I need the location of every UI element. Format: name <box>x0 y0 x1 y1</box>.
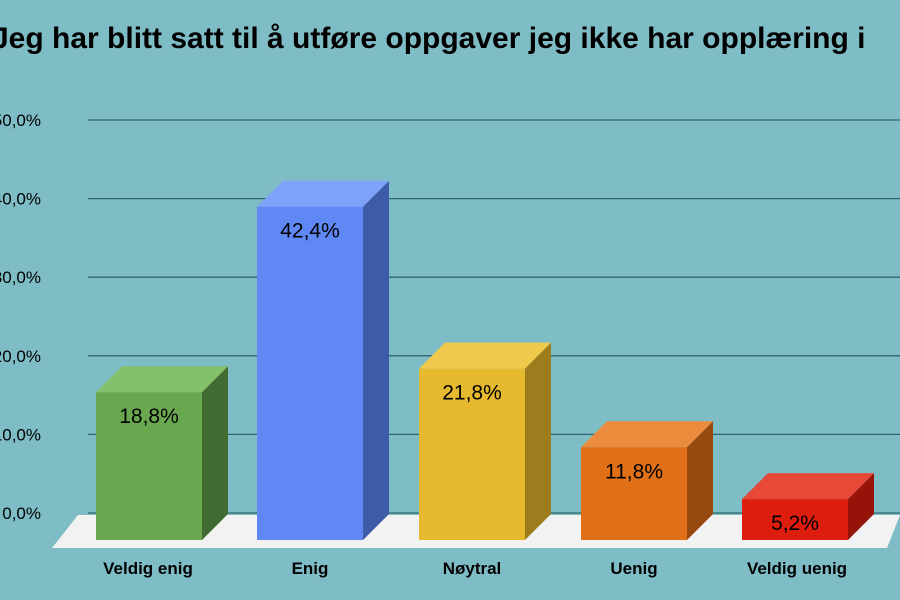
chart-title: Jeg har blitt satt til å utføre oppgaver… <box>0 22 866 55</box>
data-label: 42,4% <box>280 220 340 243</box>
bar-side <box>363 180 389 540</box>
data-label: 11,8% <box>605 460 663 483</box>
y-tick-label: 20,0% <box>0 347 41 366</box>
bar-side <box>202 366 228 540</box>
bar-veldig-enig: 18,8% <box>96 366 228 540</box>
x-tick-label: Nøytral <box>443 559 502 578</box>
bars: 18,8% 42,4% 21,8% 11,8% 5,2% <box>96 180 874 540</box>
data-label: 5,2% <box>771 512 819 535</box>
y-tick-label: 30,0% <box>0 268 41 287</box>
x-tick-label: Veldig enig <box>103 559 193 578</box>
y-axis-ticks: 0,0% 10,0% 20,0% 30,0% 40,0% 50,0% <box>0 111 41 523</box>
bar-nøytral: 21,8% <box>419 342 551 540</box>
bar-side <box>848 473 874 540</box>
bar-side <box>687 421 713 540</box>
y-tick-label: 10,0% <box>0 425 41 444</box>
bar-top <box>419 342 551 369</box>
bar-top <box>742 473 874 500</box>
bar-enig: 42,4% <box>257 180 389 540</box>
x-tick-label: Veldig uenig <box>747 559 847 578</box>
bar-side <box>525 342 551 540</box>
bar-front <box>742 499 848 540</box>
x-tick-label: Uenig <box>610 559 657 578</box>
data-label: 21,8% <box>442 382 502 405</box>
x-axis-ticks: Veldig enig Enig Nøytral Uenig Veldig uenig <box>103 559 847 578</box>
bar-uenig: 11,8% <box>581 421 713 540</box>
bar-front <box>419 368 525 540</box>
bar-top <box>581 421 713 448</box>
bar-front <box>581 447 687 540</box>
x-tick-label: Enig <box>292 559 329 578</box>
y-tick-label: 50,0% <box>0 111 41 130</box>
y-tick-label: 0,0% <box>2 504 41 523</box>
bar-front <box>96 392 202 540</box>
data-label: 18,8% <box>119 405 179 428</box>
bar-top <box>96 366 228 393</box>
y-tick-label: 40,0% <box>0 190 41 209</box>
bar-top <box>257 180 389 207</box>
bar-veldig-uenig: 5,2% <box>742 473 874 540</box>
bar-front <box>257 206 363 540</box>
